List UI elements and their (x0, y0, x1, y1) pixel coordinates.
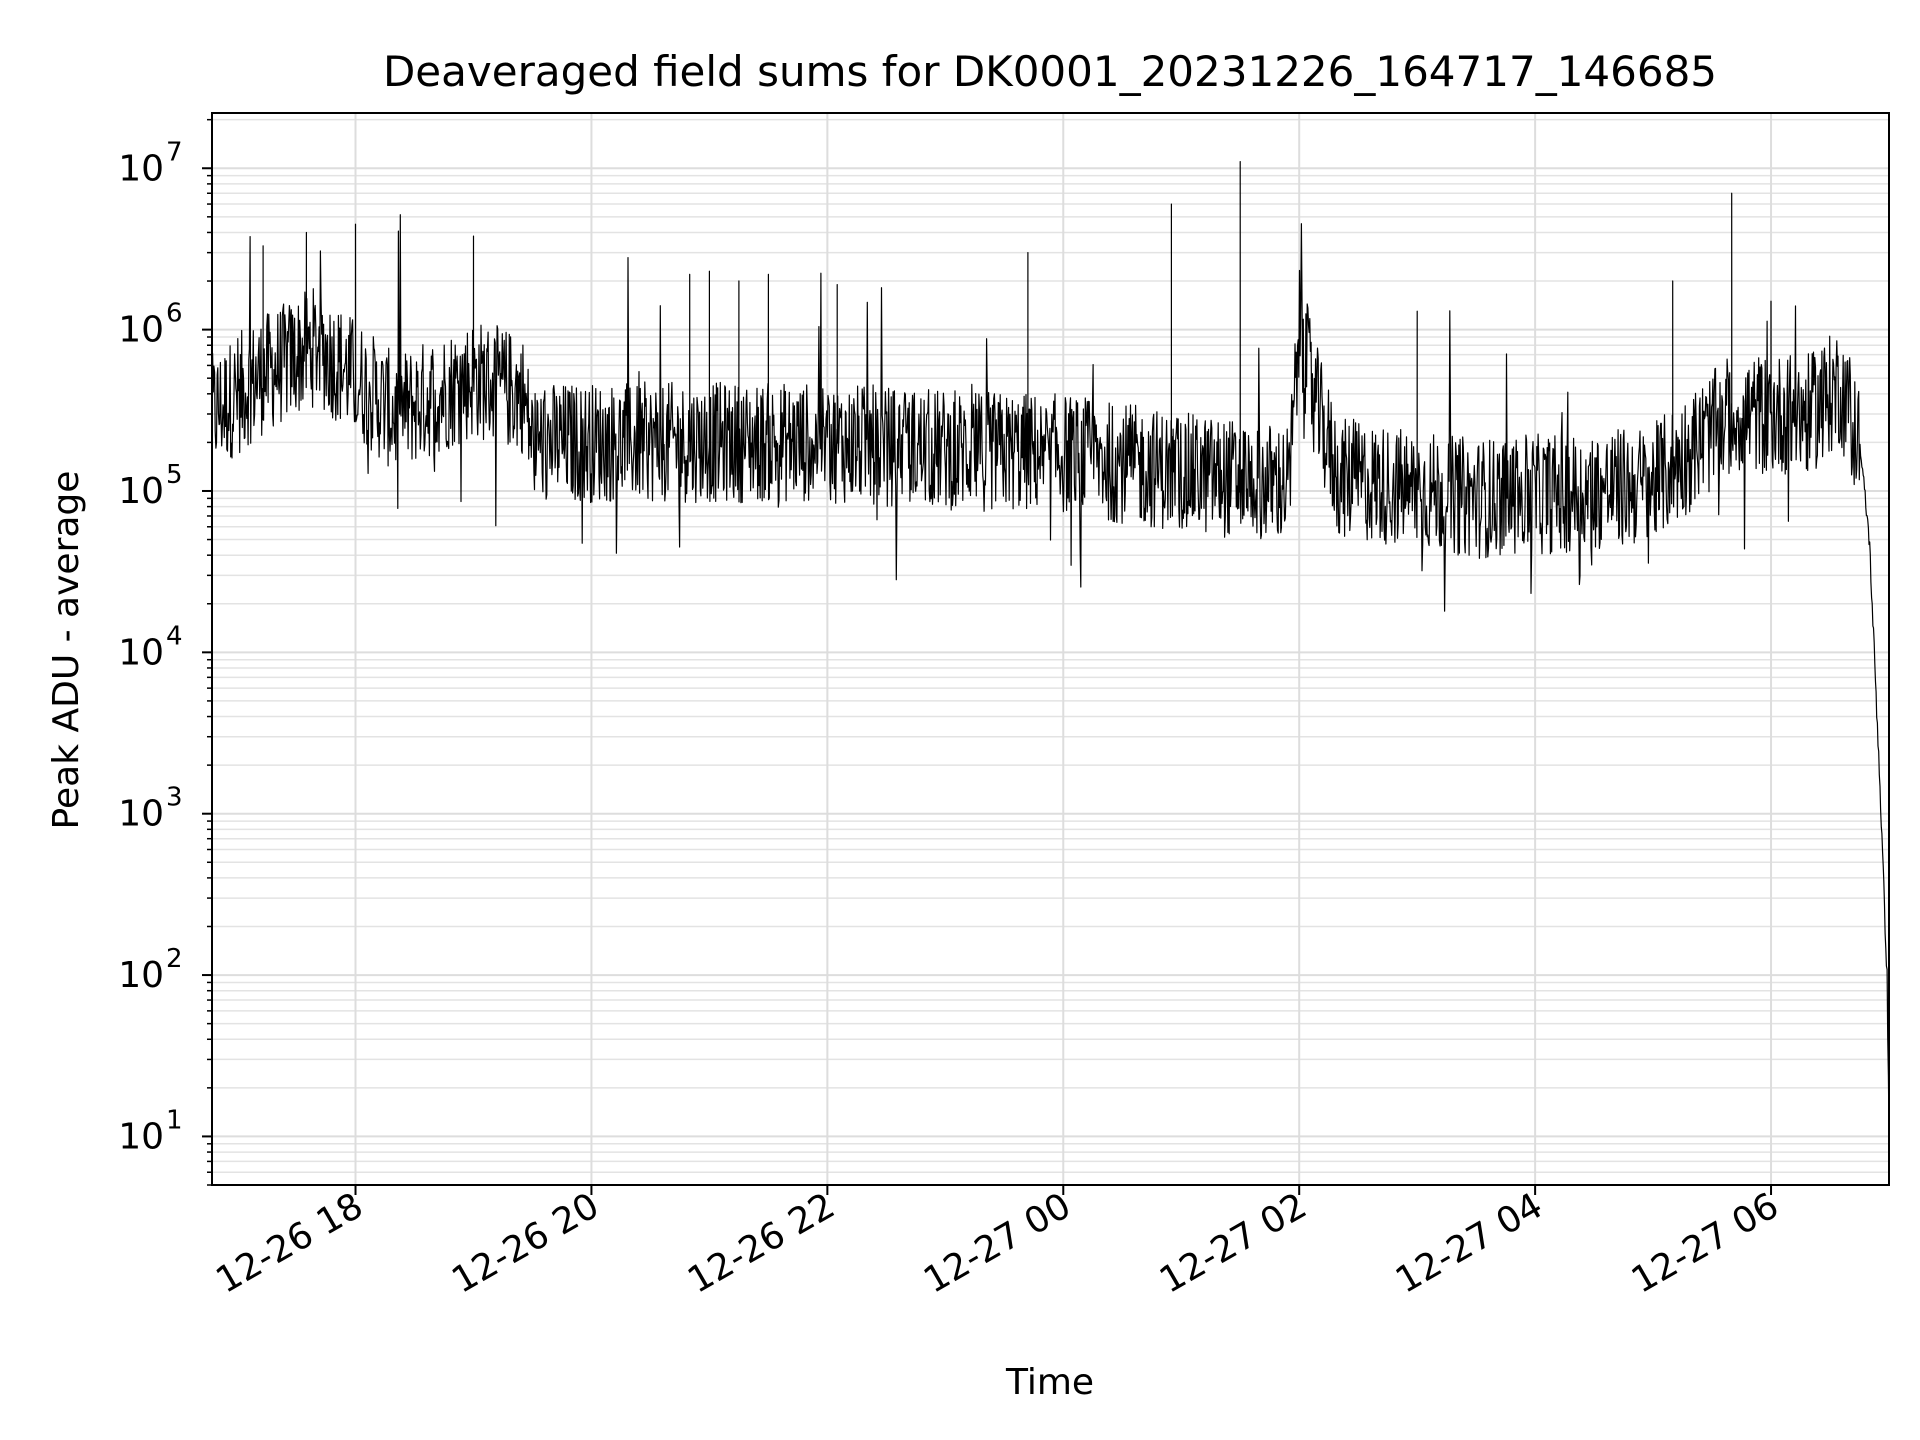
x-tick-label: 12-27 02 (1153, 1185, 1314, 1301)
y-tick-label: 10 (118, 955, 164, 996)
x-tick-label: 12-27 00 (917, 1185, 1078, 1301)
y-tick-exponent: 1 (166, 1105, 183, 1135)
series-line (211, 161, 1890, 1135)
x-tick-label: 12-27 06 (1625, 1185, 1786, 1301)
x-tick-label: 12-27 04 (1389, 1185, 1550, 1301)
plot-line (211, 161, 1890, 1135)
y-tick-label: 10 (118, 632, 164, 673)
y-tick-label: 10 (118, 148, 164, 189)
y-tick-label: 10 (118, 1116, 164, 1157)
y-tick-exponent: 2 (166, 944, 183, 974)
y-tick-label: 10 (118, 310, 164, 351)
y-tick-label: 10 (118, 471, 164, 512)
y-tick-exponent: 3 (166, 783, 183, 813)
grid (212, 113, 1889, 1186)
y-tick-exponent: 7 (166, 137, 183, 167)
chart-title: Deaveraged field sums for DK0001_2023122… (383, 47, 1717, 96)
y-tick-exponent: 6 (166, 299, 183, 329)
y-tick-exponent: 4 (166, 621, 183, 651)
x-axis: 12-26 18 12-26 20 12-26 22 12-27 00 12-27 02… (209, 1185, 1786, 1302)
x-tick-label: 12-26 20 (445, 1185, 606, 1301)
x-axis-label: Time (1005, 1362, 1094, 1403)
plot-frame (211, 112, 1890, 1186)
y-tick-label: 10 (118, 794, 164, 835)
y-axis-label: Peak ADU - average (46, 471, 87, 830)
x-tick-label: 12-26 22 (681, 1185, 842, 1301)
y-tick-exponent: 5 (166, 460, 183, 490)
x-tick-label: 12-26 18 (209, 1185, 370, 1301)
